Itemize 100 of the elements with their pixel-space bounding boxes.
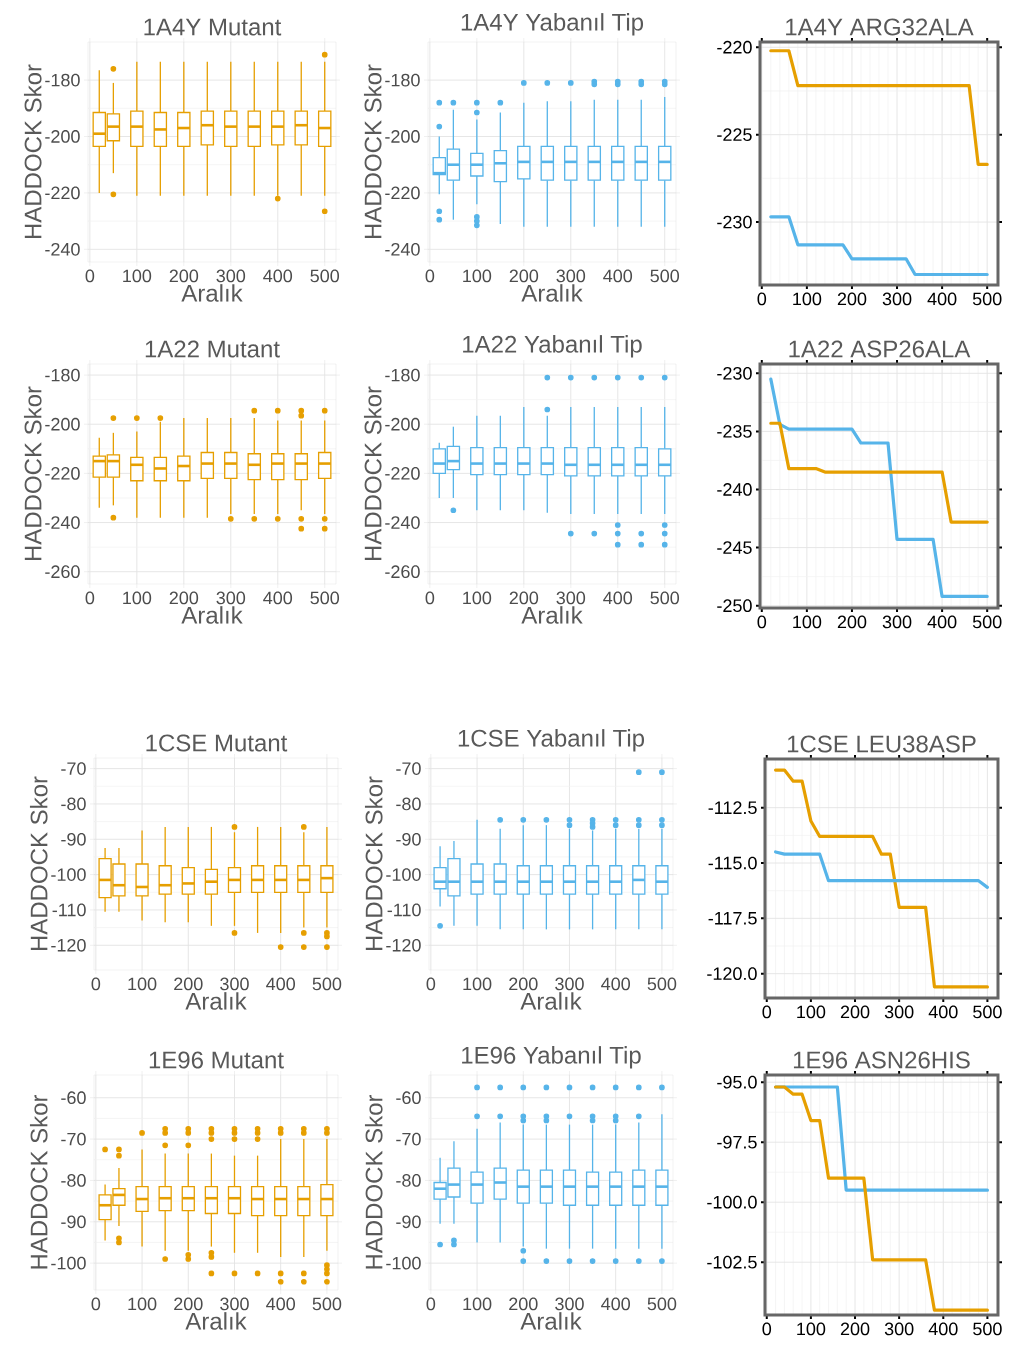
x-tick-label: 300: [555, 1297, 584, 1311]
x-tick-label: 500: [312, 977, 342, 991]
chart-title: 1A22 Yabanıl Tip: [463, 335, 642, 358]
y-axis-title: HADDOCK Skor: [364, 776, 383, 951]
y-tick-label: -112.5: [708, 801, 757, 815]
y-tick-label: -60: [61, 1091, 86, 1105]
y-tick-label: -90: [61, 832, 86, 846]
y-axis-title: HADDOCK Skor: [363, 386, 382, 561]
x-tick-label: 500: [973, 1005, 1002, 1019]
y-tick-label: -80: [61, 797, 86, 811]
chart-title: 1A4Y Mutant: [144, 18, 282, 36]
y-tick-label: -250: [717, 599, 752, 613]
x-tick-label: 400: [603, 591, 633, 605]
x-axis-title: Aralık: [185, 992, 247, 1010]
y-tick-label: -180: [385, 368, 420, 382]
x-tick-label: 400: [266, 977, 296, 991]
y-axis-title: HADDOCK Skor: [29, 1094, 48, 1269]
y-tick-label: -240: [385, 242, 420, 256]
x-tick-label: 400: [927, 292, 957, 306]
line-series: [769, 421, 989, 524]
x-tick-label: 100: [797, 1005, 826, 1019]
y-tick-label: -200: [385, 417, 420, 431]
x-tick-label: 400: [263, 591, 293, 605]
x-tick-label: 500: [973, 1322, 1002, 1336]
x-tick-label: 500: [312, 1297, 342, 1311]
y-tick-label: -115.0: [708, 856, 757, 870]
y-tick-label: -230: [717, 215, 752, 229]
x-tick-label: 0: [85, 269, 95, 283]
y-tick-label: -100: [51, 868, 86, 881]
x-tick-label: 200: [509, 977, 538, 991]
line-series: [773, 1085, 989, 1312]
y-tick-label: -200: [45, 130, 80, 143]
x-tick-label: 300: [884, 1005, 914, 1019]
y-tick-label: -220: [45, 186, 80, 200]
y-tick-label: -80: [61, 1174, 86, 1187]
y-axis-title: HADDOCK Skor: [363, 64, 382, 239]
y-tick-label: -230: [717, 366, 752, 380]
y-tick-label: -220: [717, 40, 752, 54]
y-tick-label: -235: [717, 425, 752, 438]
x-tick-label: 200: [509, 591, 539, 605]
x-tick-label: 100: [463, 1297, 492, 1311]
x-tick-label: 400: [263, 269, 293, 283]
x-tick-label: 500: [310, 269, 340, 283]
y-axis-title: HADDOCK Skor: [29, 776, 48, 951]
x-tick-label: 300: [556, 591, 586, 605]
y-tick-label: -90: [396, 832, 421, 846]
y-tick-label: -260: [385, 565, 420, 579]
x-tick-label: 0: [425, 591, 435, 605]
x-tick-label: 200: [169, 269, 199, 283]
x-tick-label: 300: [556, 269, 586, 283]
x-tick-label: 0: [91, 1297, 101, 1311]
chart-title: 1CSE Yabanıl Tip: [458, 729, 645, 752]
y-tick-label: -100.0: [707, 1195, 757, 1209]
chart-title: 1A4Y Yabanıl Tip: [461, 13, 644, 36]
y-tick-label: -225: [717, 128, 752, 142]
y-tick-label: -90: [396, 1215, 421, 1229]
x-tick-label: 0: [762, 1005, 772, 1019]
y-tick-label: -220: [45, 467, 80, 480]
x-tick-label: 100: [463, 591, 492, 605]
y-axis-title: HADDOCK Skor: [364, 1094, 383, 1269]
x-axis-title: Aralık: [520, 992, 582, 1010]
y-axis-title: HADDOCK Skor: [23, 64, 42, 239]
x-axis-title: Aralık: [521, 606, 583, 624]
x-tick-label: 400: [927, 615, 957, 629]
x-tick-label: 300: [216, 269, 246, 283]
x-tick-label: 100: [123, 269, 152, 283]
x-tick-label: 100: [123, 591, 152, 605]
y-tick-label: -70: [396, 762, 421, 775]
y-tick-label: -180: [385, 73, 420, 87]
chart-title: 1A4Y ARG32ALA: [786, 18, 974, 36]
x-tick-label: 0: [85, 591, 95, 605]
y-tick-label: -90: [61, 1215, 86, 1229]
y-tick-label: -95.0: [717, 1075, 757, 1089]
x-tick-label: 500: [647, 1297, 677, 1311]
x-tick-label: 400: [928, 1005, 958, 1019]
chart-title: 1A22 Mutant: [145, 340, 280, 358]
x-tick-label: 300: [882, 615, 912, 629]
x-tick-label: 0: [426, 1297, 436, 1311]
x-tick-label: 200: [169, 591, 199, 605]
x-tick-label: 0: [762, 1322, 772, 1336]
y-tick-label: -102.5: [707, 1255, 757, 1269]
x-tick-label: 400: [928, 1322, 958, 1336]
x-tick-label: 100: [797, 1322, 826, 1336]
x-tick-label: 500: [647, 977, 677, 991]
y-tick-label: -120: [386, 938, 421, 952]
line-series: [773, 768, 989, 989]
y-tick-label: -70: [396, 1132, 421, 1146]
x-tick-label: 100: [793, 615, 822, 629]
y-tick-label: -220: [385, 186, 420, 200]
chart-title: 1CSE Mutant: [146, 734, 288, 752]
x-tick-label: 200: [174, 977, 203, 991]
x-tick-label: 200: [840, 1322, 870, 1336]
x-tick-label: 400: [266, 1297, 296, 1311]
x-tick-label: 100: [463, 977, 492, 991]
x-tick-label: 300: [882, 292, 912, 306]
y-tick-label: -245: [717, 541, 752, 554]
x-axis-title: Aralık: [181, 284, 243, 302]
line-series: [773, 850, 989, 889]
y-tick-label: -110: [387, 903, 421, 917]
x-tick-label: 500: [650, 269, 680, 283]
